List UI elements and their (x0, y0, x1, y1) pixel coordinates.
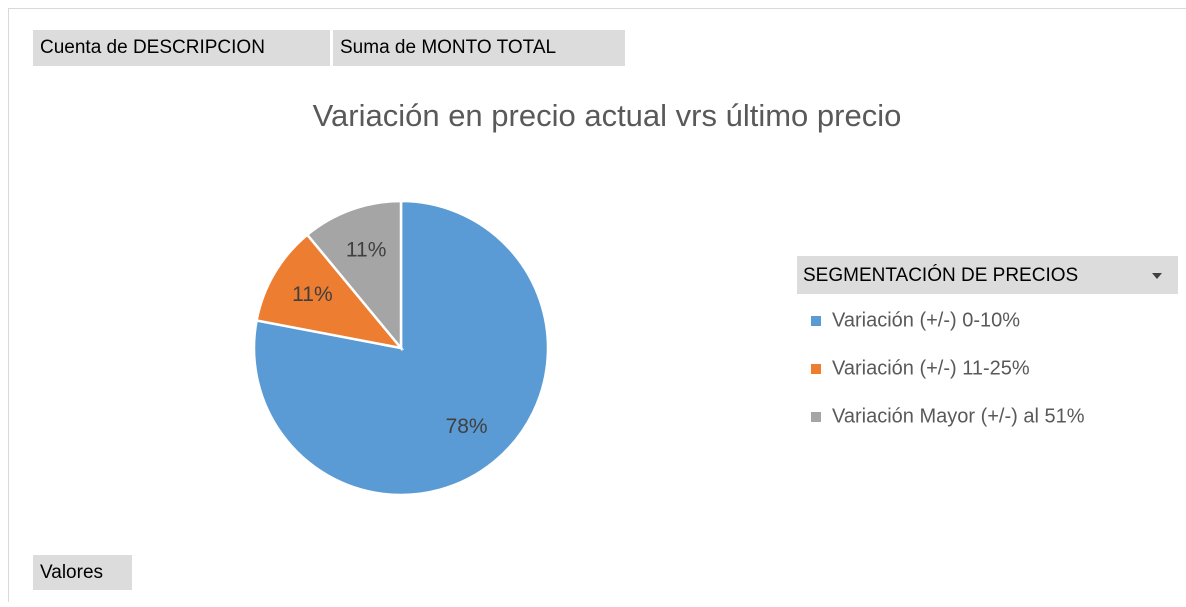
field-button-label[interactable]: Cuenta de DESCRIPCION (40, 37, 265, 58)
slice-label: 78% (446, 415, 488, 438)
slice-label: 11% (346, 239, 386, 262)
legend-title[interactable]: SEGMENTACIÓN DE PRECIOS (803, 264, 1078, 286)
chart-title: Variación en precio actual vrs último pr… (313, 98, 902, 133)
legend-label: Variación (+/-) 11-25% (832, 357, 1030, 379)
field-button-label[interactable]: Suma de MONTO TOTAL (340, 37, 556, 58)
legend-swatch (811, 412, 821, 422)
axis-button-label[interactable]: Valores (40, 562, 103, 583)
legend-swatch (811, 364, 821, 374)
slice-label: 11% (292, 283, 332, 306)
legend-label: Variación (+/-) 0-10% (832, 309, 1020, 331)
legend-swatch (811, 316, 821, 326)
legend-label: Variación Mayor (+/-) al 51% (832, 405, 1085, 427)
